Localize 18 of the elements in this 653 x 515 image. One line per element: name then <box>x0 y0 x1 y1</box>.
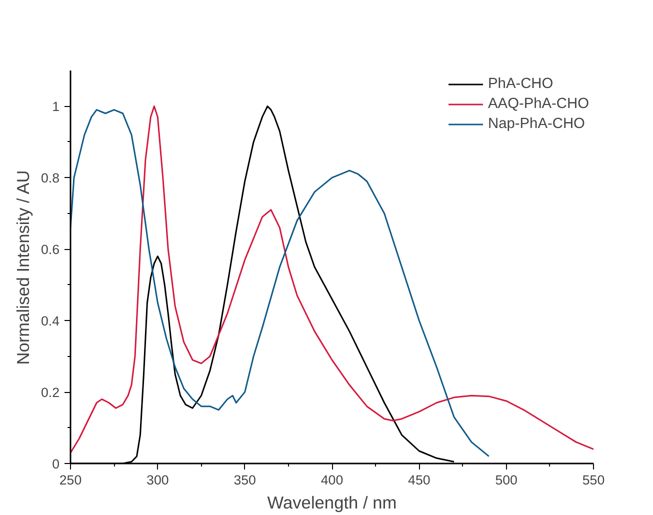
x-tick-label: 400 <box>320 472 344 488</box>
y-tick-label: 0.8 <box>40 170 60 186</box>
legend-label: Nap-PhA-CHO <box>488 116 585 132</box>
x-tick-label: 450 <box>408 472 430 488</box>
y-tick-label: 0.6 <box>40 242 60 258</box>
x-tick-label: 550 <box>582 472 605 488</box>
legend-label: PhA-CHO <box>488 76 554 92</box>
legend-label: AAQ-PhA-CHO <box>488 96 589 112</box>
y-tick-label: 0 <box>52 456 60 472</box>
x-tick-label: 500 <box>495 472 518 488</box>
y-tick-label: 0.4 <box>40 314 60 329</box>
x-tick-label: 250 <box>59 472 82 488</box>
x-tick-label: 300 <box>146 472 169 488</box>
x-tick-label: 350 <box>234 472 256 488</box>
y-tick-label: 0.2 <box>40 385 60 400</box>
y-axis-title: Normalised Intensity / AU <box>12 170 33 365</box>
y-tick-label: 1 <box>52 99 60 114</box>
x-axis-title: Wavelength / nm <box>267 492 397 512</box>
